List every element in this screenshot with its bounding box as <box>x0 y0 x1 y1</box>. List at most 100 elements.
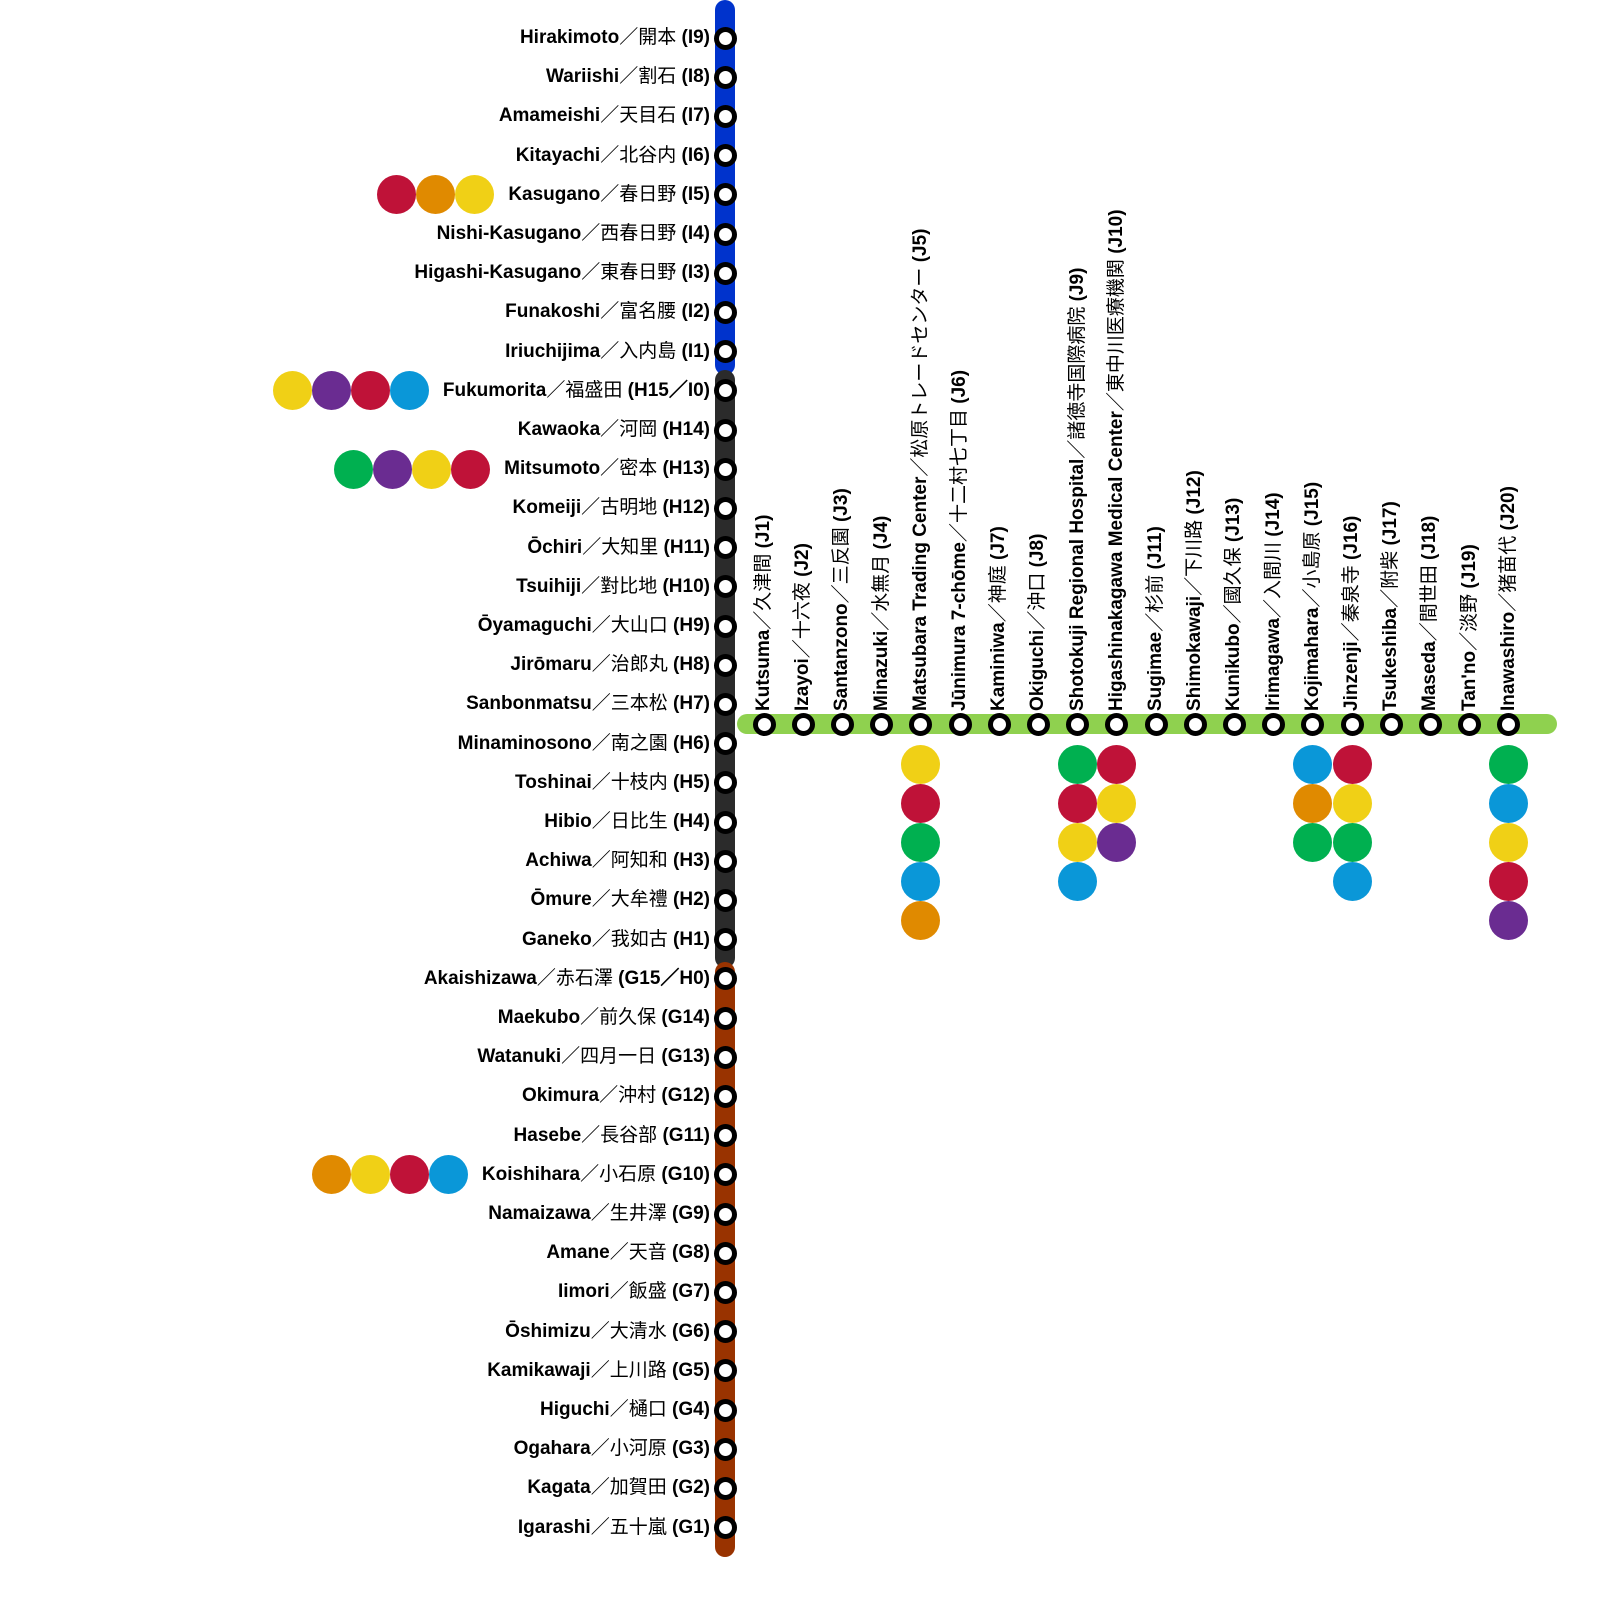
station-marker[interactable] <box>1301 712 1325 736</box>
station-marker[interactable] <box>713 1006 737 1030</box>
station-marker[interactable] <box>713 104 737 128</box>
station-label[interactable]: Okiguchi／沖口 (J8) <box>1026 534 1050 711</box>
station-label[interactable]: Kitayachi／北谷内 (I6) <box>516 144 710 168</box>
station-label[interactable]: Achiwa／阿知和 (H3) <box>525 849 710 873</box>
station-label[interactable]: Hibio／日比生 (H4) <box>544 810 710 834</box>
station-marker[interactable] <box>713 536 737 560</box>
station-label[interactable]: Minazuki／水無月 (J4) <box>870 516 894 711</box>
station-label[interactable]: Kasugano／春日野 (I5) <box>377 175 710 215</box>
station-marker[interactable] <box>870 712 894 736</box>
station-marker[interactable] <box>713 183 737 207</box>
station-marker[interactable] <box>713 575 737 599</box>
station-label[interactable]: Jūnimura 7-chōme／十二村七丁目 (J6) <box>948 370 972 711</box>
station-label[interactable]: Funakoshi／富名腰 (I2) <box>505 300 710 324</box>
station-marker[interactable] <box>713 732 737 756</box>
station-label[interactable]: Irimagawa／入間川 (J14) <box>1262 492 1286 711</box>
station-marker[interactable] <box>713 614 737 638</box>
station-marker[interactable] <box>1418 712 1442 736</box>
station-label[interactable]: Kojimahara／小島原 (J15) <box>1301 482 1325 711</box>
station-label[interactable]: Iriuchijima／入内島 (I1) <box>505 340 710 364</box>
station-marker[interactable] <box>713 967 737 991</box>
station-label[interactable]: Namaizawa／生井澤 (G9) <box>488 1202 710 1226</box>
station-marker[interactable] <box>713 810 737 834</box>
station-label[interactable]: Watanuki／四月一日 (G13) <box>477 1045 710 1069</box>
station-marker[interactable] <box>713 1241 737 1265</box>
station-label[interactable]: Ōshimizu／大清水 (G6) <box>505 1320 710 1344</box>
station-label[interactable]: Hirakimoto／開本 (I9) <box>520 26 710 50</box>
station-label[interactable]: Tsuihiji／對比地 (H10) <box>516 575 710 599</box>
station-marker[interactable] <box>752 712 776 736</box>
station-marker[interactable] <box>713 457 737 481</box>
station-label[interactable]: Kaminiwa／神庭 (J7) <box>987 526 1011 711</box>
station-marker[interactable] <box>1379 712 1403 736</box>
station-marker[interactable] <box>1026 712 1050 736</box>
station-marker[interactable] <box>713 1437 737 1461</box>
station-marker[interactable] <box>1340 712 1364 736</box>
station-label[interactable]: Inawashiro／猪苗代 (J20) <box>1497 486 1521 711</box>
station-label[interactable]: Tsukeshiba／附柴 (J17) <box>1379 501 1403 711</box>
station-label[interactable]: Ōyamaguchi／大山口 (H9) <box>478 614 710 638</box>
station-marker[interactable] <box>713 849 737 873</box>
station-marker[interactable] <box>713 888 737 912</box>
station-label[interactable]: Kamikawaji／上川路 (G5) <box>487 1359 710 1383</box>
station-label[interactable]: Kunikubo／國久保 (J13) <box>1222 498 1246 711</box>
station-marker[interactable] <box>713 653 737 677</box>
station-label[interactable]: Kagata／加賀田 (G2) <box>527 1476 710 1500</box>
station-marker[interactable] <box>713 1124 737 1148</box>
station-marker[interactable] <box>1183 712 1207 736</box>
station-label[interactable]: Minaminosono／南之園 (H6) <box>458 732 710 756</box>
station-marker[interactable] <box>713 1084 737 1108</box>
station-marker[interactable] <box>713 928 737 952</box>
station-marker[interactable] <box>713 692 737 716</box>
station-marker[interactable] <box>713 1045 737 1069</box>
station-marker[interactable] <box>713 496 737 520</box>
station-marker[interactable] <box>948 712 972 736</box>
station-marker[interactable] <box>1105 712 1129 736</box>
station-marker[interactable] <box>713 418 737 442</box>
station-label[interactable]: Okimura／沖村 (G12) <box>522 1084 710 1108</box>
station-marker[interactable] <box>1497 712 1521 736</box>
station-label[interactable]: Maseda／間世田 (J18) <box>1418 516 1442 711</box>
station-marker[interactable] <box>713 1398 737 1422</box>
station-label[interactable]: Jinzenji／秦泉寺 (J16) <box>1340 516 1364 711</box>
station-label[interactable]: Maekubo／前久保 (G14) <box>498 1006 710 1030</box>
station-label[interactable]: Sanbonmatsu／三本松 (H7) <box>466 692 710 716</box>
station-marker[interactable] <box>713 771 737 795</box>
station-marker[interactable] <box>1066 712 1090 736</box>
station-marker[interactable] <box>1144 712 1168 736</box>
station-label[interactable]: Hasebe／長谷部 (G11) <box>514 1124 710 1148</box>
station-marker[interactable] <box>830 712 854 736</box>
station-marker[interactable] <box>713 340 737 364</box>
station-marker[interactable] <box>713 65 737 89</box>
station-label[interactable]: Akaishizawa／赤石澤 (G15／H0) <box>424 967 710 991</box>
station-label[interactable]: Jirōmaru／治郎丸 (H8) <box>510 653 710 677</box>
station-label[interactable]: Iimori／飯盛 (G7) <box>558 1280 710 1304</box>
station-label[interactable]: Fukumorita／福盛田 (H15／I0) <box>272 371 710 411</box>
station-marker[interactable] <box>713 26 737 50</box>
station-label[interactable]: Nishi-Kasugano／西春日野 (I4) <box>437 222 710 246</box>
station-label[interactable]: Izayoi／十六夜 (J2) <box>791 543 815 711</box>
station-label[interactable]: Igarashi／五十嵐 (G1) <box>518 1516 710 1540</box>
station-label[interactable]: Shotokuji Regional Hospital／諸徳寺国際病院 (J9) <box>1066 268 1090 711</box>
station-marker[interactable] <box>713 300 737 324</box>
station-label[interactable]: Mitsumoto／密本 (H13) <box>334 449 710 489</box>
station-marker[interactable] <box>713 379 737 403</box>
station-marker[interactable] <box>909 712 933 736</box>
station-label[interactable]: Ganeko／我如古 (H1) <box>522 928 710 952</box>
station-label[interactable]: Komeiji／古明地 (H12) <box>513 496 710 520</box>
station-marker[interactable] <box>713 1163 737 1187</box>
station-label[interactable]: Amameishi／天目石 (I7) <box>499 104 710 128</box>
station-marker[interactable] <box>1262 712 1286 736</box>
station-marker[interactable] <box>713 1202 737 1226</box>
station-marker[interactable] <box>713 144 737 168</box>
station-marker[interactable] <box>987 712 1011 736</box>
station-label[interactable]: Ogahara／小河原 (G3) <box>514 1437 710 1461</box>
station-label[interactable]: Sugimae／杉前 (J11) <box>1144 526 1168 711</box>
station-label[interactable]: Wariishi／割石 (I8) <box>546 65 710 89</box>
station-marker[interactable] <box>1222 712 1246 736</box>
station-marker[interactable] <box>713 1359 737 1383</box>
station-label[interactable]: Shimokawaji／下川路 (J12) <box>1183 470 1207 711</box>
station-label[interactable]: Kutsuma／久津間 (J1) <box>752 515 776 711</box>
station-marker[interactable] <box>713 1280 737 1304</box>
station-label[interactable]: Higashi-Kasugano／東春日野 (I3) <box>414 261 710 285</box>
